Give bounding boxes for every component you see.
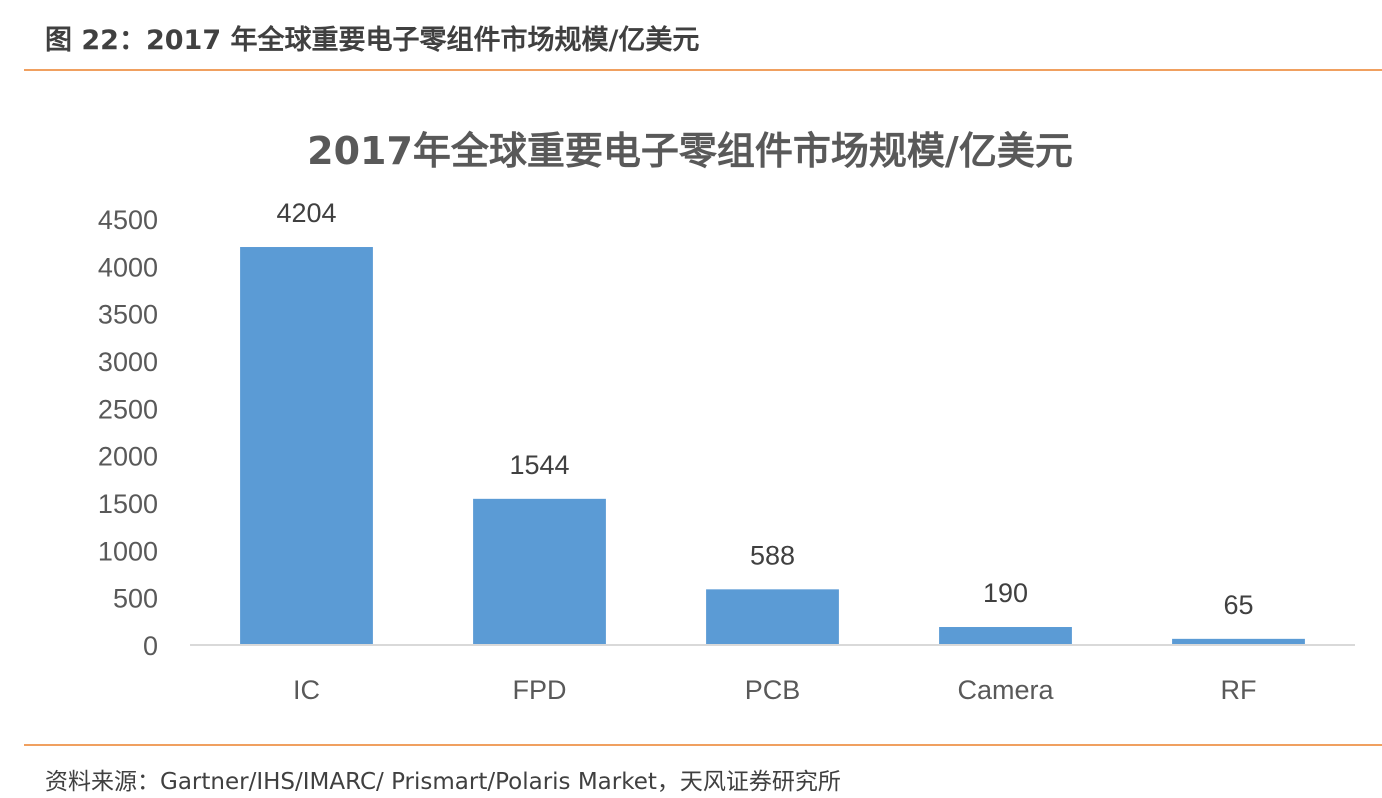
y-tick-label: 2500 (98, 394, 158, 424)
bar-ic (240, 247, 373, 645)
y-tick-label: 3000 (98, 347, 158, 377)
bar-rf (1172, 638, 1305, 645)
y-tick-label: 2000 (98, 442, 158, 472)
y-tick-label: 3500 (98, 300, 158, 330)
x-tick-label: Camera (957, 675, 1054, 705)
y-tick-label: 1000 (98, 536, 158, 566)
bottom-divider (24, 744, 1382, 746)
data-labels: 4204 1544 588 190 65 (276, 198, 1253, 620)
source-note: 资料来源：Gartner/IHS/IMARC/ Prismart/Polaris… (45, 769, 841, 795)
x-tick-label: IC (293, 675, 320, 705)
bar-pcb (706, 589, 839, 645)
chart-title: 2017年全球重要电子零组件市场规模/亿美元 (307, 129, 1073, 173)
data-label: 65 (1223, 590, 1253, 620)
data-label: 1544 (509, 450, 569, 480)
bar-camera (939, 627, 1072, 645)
y-tick-label: 500 (113, 584, 158, 614)
top-divider (24, 69, 1382, 71)
data-label: 588 (750, 540, 795, 570)
x-tick-label: PCB (745, 675, 801, 705)
data-label: 190 (983, 578, 1028, 608)
bar-fpd (473, 498, 606, 645)
x-tick-label: FPD (513, 675, 567, 705)
data-label: 4204 (276, 198, 336, 228)
x-tick-label: RF (1221, 675, 1257, 705)
figure-caption: 图 22：2017 年全球重要电子零组件市场规模/亿美元 (45, 25, 700, 56)
y-tick-label: 1500 (98, 489, 158, 519)
y-tick-label: 4000 (98, 252, 158, 282)
x-axis-ticks: IC FPD PCB Camera RF (293, 675, 1257, 705)
y-tick-label: 4500 (98, 205, 158, 235)
bars (240, 247, 1305, 645)
y-axis-ticks: 0 500 1000 1500 2000 2500 3000 3500 4000 4500 (98, 205, 158, 661)
y-tick-label: 0 (143, 631, 158, 661)
